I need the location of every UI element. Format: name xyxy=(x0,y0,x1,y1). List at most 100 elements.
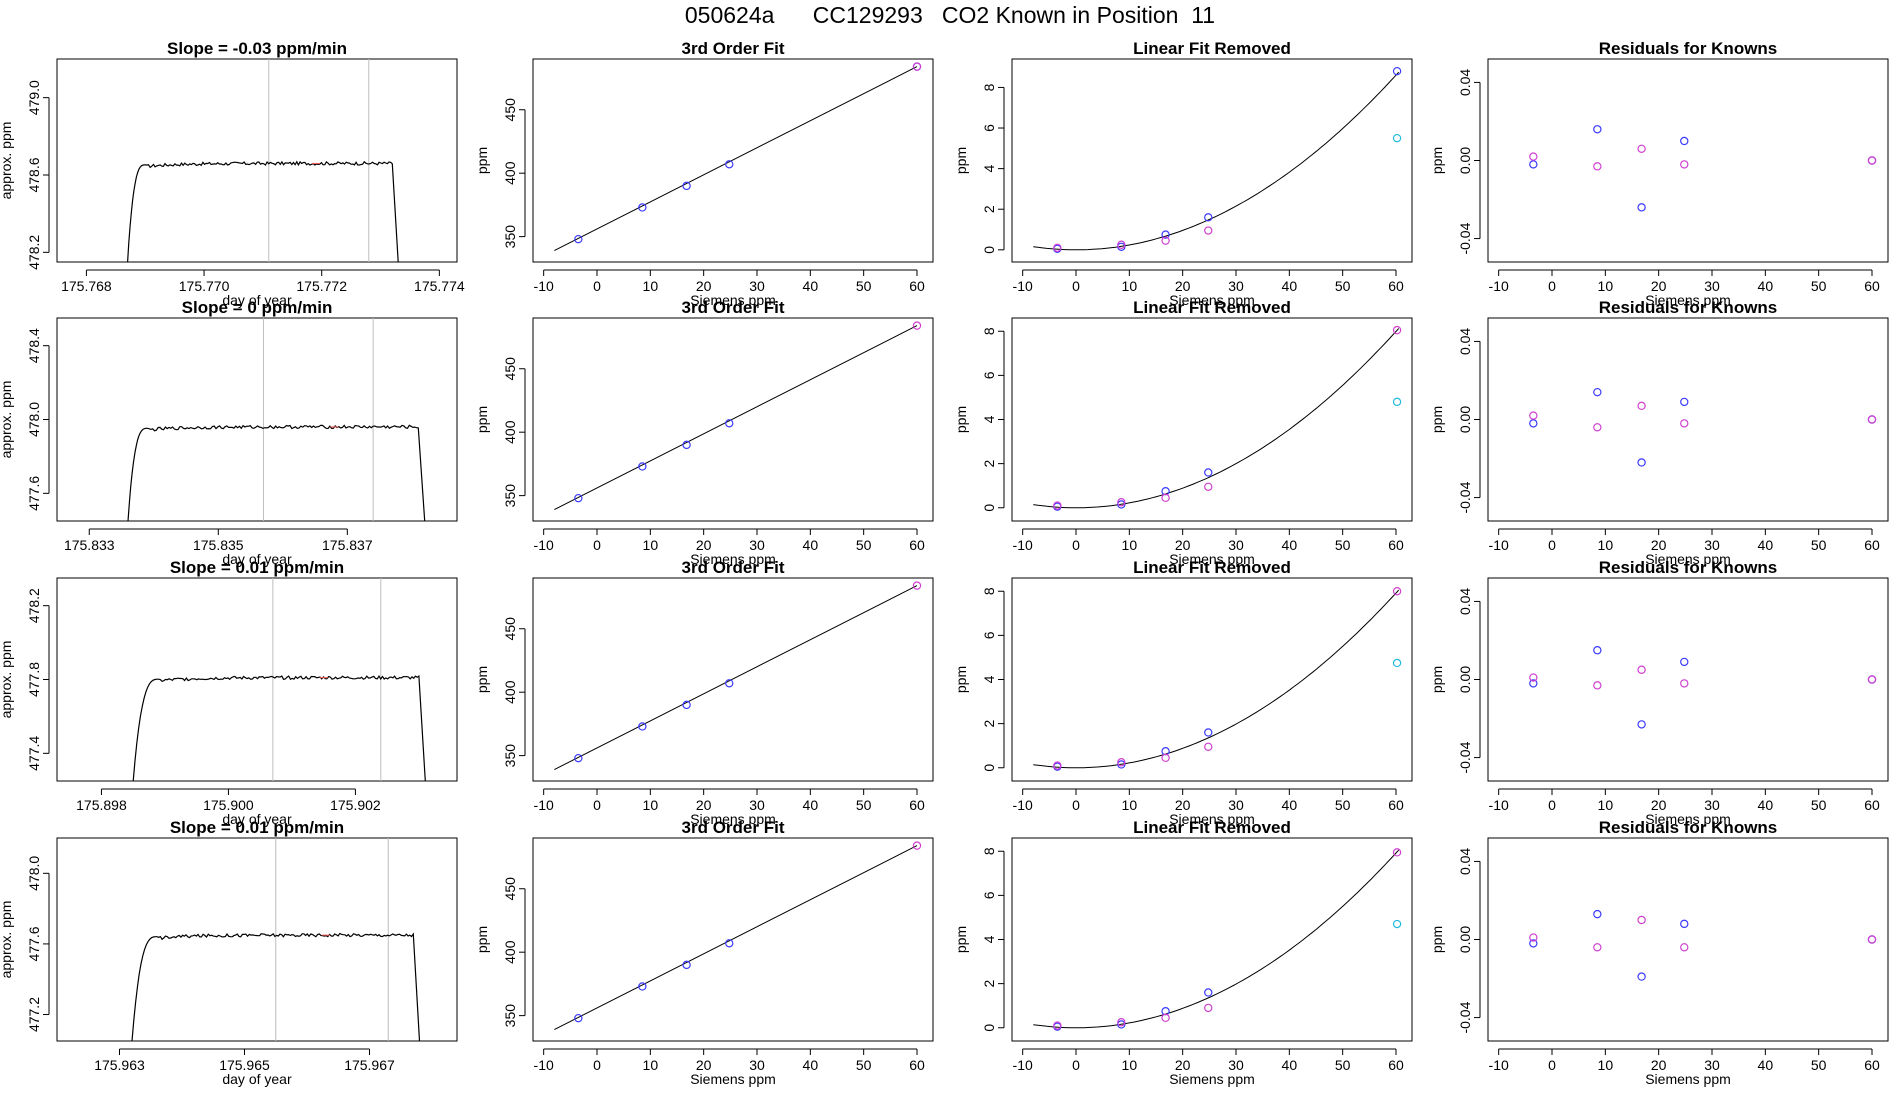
x-tick-label: 175.835 xyxy=(193,537,244,553)
x-tick-label: 0 xyxy=(1072,537,1080,553)
data-point xyxy=(1204,1003,1213,1013)
y-tick-label: -0.04 xyxy=(1457,481,1473,513)
x-tick-label: -10 xyxy=(1013,537,1033,553)
data-point xyxy=(1161,230,1170,239)
x-tick-label: 10 xyxy=(1122,797,1138,813)
data-point xyxy=(1204,742,1213,751)
y-axis-label: ppm xyxy=(953,926,969,953)
x-tick-label: 40 xyxy=(803,278,819,294)
x-tick-label: 175.772 xyxy=(296,278,347,294)
y-tick-label: 477.2 xyxy=(26,997,42,1032)
x-tick-label: 20 xyxy=(1175,797,1191,813)
panel-3-2: 3rd Order Fit -10 0 10 20 30 40 50 60 Siemens ppm… xyxy=(474,558,934,827)
x-tick-label: 60 xyxy=(909,797,925,813)
page-title: 050624a CC129293 CO2 Known in Position 1… xyxy=(684,2,1216,28)
x-tick-label: 40 xyxy=(1282,797,1298,813)
plot-frame xyxy=(56,58,458,263)
y-tick-label: 350 xyxy=(502,484,518,508)
data-point xyxy=(1117,1018,1126,1027)
x-tick-label: -10 xyxy=(1489,537,1509,553)
panel-2-2: 3rd Order Fit -10 0 10 20 30 40 50 60 Siemens ppm… xyxy=(474,298,934,567)
data-point xyxy=(1867,935,1877,944)
x-tick-label: 20 xyxy=(1651,797,1667,813)
y-tick-label: 0.04 xyxy=(1457,588,1473,615)
data-point xyxy=(1529,933,1538,942)
x-tick-label: -10 xyxy=(534,1057,554,1073)
x-tick-label: 30 xyxy=(749,1057,765,1073)
panel-title: 3rd Order Fit xyxy=(682,298,785,317)
data-point xyxy=(1529,673,1538,682)
x-tick-label: 175.774 xyxy=(414,278,465,294)
x-tick-label: 10 xyxy=(1598,278,1614,294)
data-point xyxy=(682,700,691,710)
fit-line xyxy=(554,325,918,511)
data-point xyxy=(1053,761,1062,770)
y-tick-label: 400 xyxy=(502,680,518,704)
x-tick-label: 60 xyxy=(1864,1057,1880,1073)
data-point xyxy=(682,181,691,191)
data-point xyxy=(638,982,647,991)
x-tick-label: 20 xyxy=(696,1057,712,1073)
y-tick-label: 8 xyxy=(981,327,997,335)
x-tick-label: 10 xyxy=(643,1057,659,1073)
data-trace xyxy=(132,674,426,781)
data-point xyxy=(1637,458,1646,467)
data-point xyxy=(1529,411,1538,420)
data-point xyxy=(725,419,734,428)
data-point xyxy=(1593,162,1602,171)
y-axis-label: ppm xyxy=(474,666,490,693)
data-point xyxy=(1593,423,1602,432)
data-point xyxy=(912,321,922,330)
data-point xyxy=(1680,160,1689,169)
x-tick-label: 0 xyxy=(1548,797,1556,813)
y-axis-label: approx. ppm xyxy=(0,122,14,200)
data-point xyxy=(1529,419,1538,428)
plot-area xyxy=(132,578,426,781)
plot-frame xyxy=(532,317,934,522)
data-point xyxy=(1867,156,1877,165)
y-tick-label: 0.04 xyxy=(1457,69,1473,96)
panel-3-4: Residuals for Knowns -10 0 10 20 30 40 50 60 Siem… xyxy=(1429,558,1889,827)
y-tick-label: 0.00 xyxy=(1457,147,1473,174)
data-point xyxy=(1204,226,1213,235)
plot-frame xyxy=(1487,577,1889,782)
x-tick-label: 10 xyxy=(643,278,659,294)
x-tick-label: 50 xyxy=(1335,1057,1351,1073)
x-tick-label: 10 xyxy=(1122,537,1138,553)
plot-area xyxy=(131,838,421,1041)
y-tick-label: 478.2 xyxy=(26,235,42,270)
y-tick-label: 0.00 xyxy=(1457,926,1473,953)
x-tick-label: 60 xyxy=(1864,278,1880,294)
data-point xyxy=(1392,325,1402,335)
y-tick-label: 0 xyxy=(981,504,997,512)
panel-1-3: Linear Fit Removed-10 0 10 20 30 40 50 60Siemen… xyxy=(953,39,1413,308)
x-tick-label: 30 xyxy=(749,537,765,553)
fit-line xyxy=(554,585,918,771)
y-tick-label: 477.4 xyxy=(26,736,42,771)
data-point xyxy=(1161,753,1170,763)
y-tick-label: 0.04 xyxy=(1457,848,1473,875)
data-point xyxy=(1593,125,1602,134)
plot-area xyxy=(1033,325,1402,511)
plot-area xyxy=(1033,848,1402,1031)
y-tick-label: 2 xyxy=(981,980,997,988)
fit-curve xyxy=(1033,589,1400,769)
x-tick-label: 0 xyxy=(1548,1057,1556,1073)
plot-area xyxy=(1529,387,1877,467)
x-tick-label: 40 xyxy=(1758,1057,1774,1073)
panel-4-1: Slope = 0.01 ppm/min 175.963 175.965 175.96… xyxy=(0,818,458,1087)
x-tick-label: 60 xyxy=(1388,797,1404,813)
data-point xyxy=(1680,136,1689,146)
x-tick-label: -10 xyxy=(534,278,554,294)
y-tick-label: 478.0 xyxy=(26,856,42,891)
x-tick-label: 10 xyxy=(643,797,659,813)
x-tick-label: 40 xyxy=(803,1057,819,1073)
data-point xyxy=(574,753,583,763)
data-point xyxy=(638,462,647,471)
x-tick-label: 0 xyxy=(1548,537,1556,553)
data-point xyxy=(1680,679,1689,688)
data-point xyxy=(1053,501,1062,510)
plot-frame xyxy=(532,837,934,1042)
y-tick-label: 0.00 xyxy=(1457,666,1473,693)
x-tick-label: 20 xyxy=(1651,1057,1667,1073)
